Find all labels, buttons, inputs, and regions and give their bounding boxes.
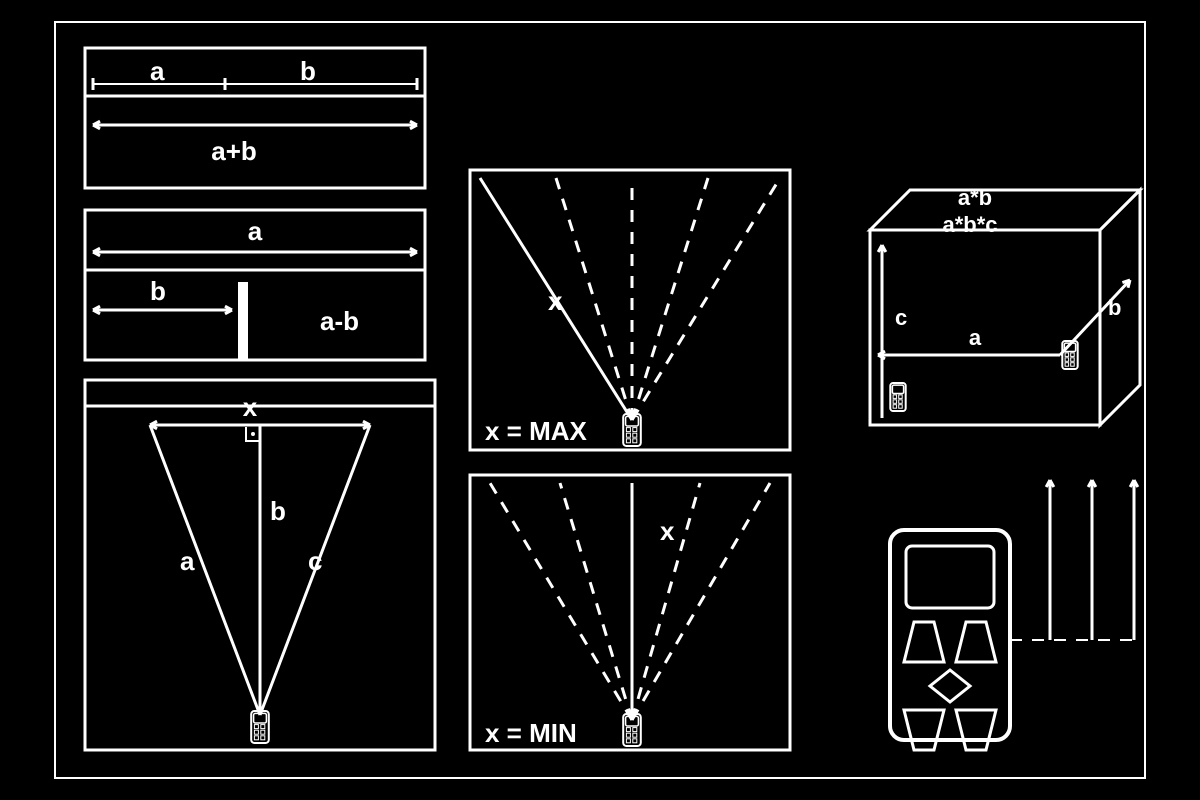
- svg-text:c: c: [308, 546, 322, 576]
- svg-text:b: b: [300, 56, 316, 86]
- svg-text:a+b: a+b: [211, 136, 257, 166]
- svg-text:a: a: [180, 546, 195, 576]
- svg-text:x: x: [548, 286, 563, 316]
- svg-text:c: c: [895, 305, 907, 330]
- device-button: [956, 622, 996, 662]
- svg-text:a: a: [248, 216, 263, 246]
- svg-text:a: a: [969, 325, 982, 350]
- svg-text:a: a: [150, 56, 165, 86]
- svg-text:x = MAX: x = MAX: [485, 416, 588, 446]
- device-ok-button: [930, 670, 970, 702]
- device-screen: [906, 546, 994, 608]
- svg-text:a-b: a-b: [320, 306, 359, 336]
- device-button: [904, 622, 944, 662]
- svg-text:a*b*c: a*b*c: [942, 212, 997, 237]
- svg-text:a*b: a*b: [958, 185, 992, 210]
- svg-text:b: b: [1108, 295, 1121, 320]
- diagram-root: aba+baba-bxabcxx = MAXxx = MINa*ba*b*cab…: [0, 0, 1200, 800]
- svg-text:x = MIN: x = MIN: [485, 718, 577, 748]
- panel-addition: [85, 48, 425, 188]
- svg-text:b: b: [270, 496, 286, 526]
- panel-max: [470, 170, 790, 450]
- svg-text:b: b: [150, 276, 166, 306]
- svg-text:x: x: [660, 516, 675, 546]
- svg-text:x: x: [243, 392, 258, 422]
- device-button: [956, 710, 996, 750]
- device-button: [904, 710, 944, 750]
